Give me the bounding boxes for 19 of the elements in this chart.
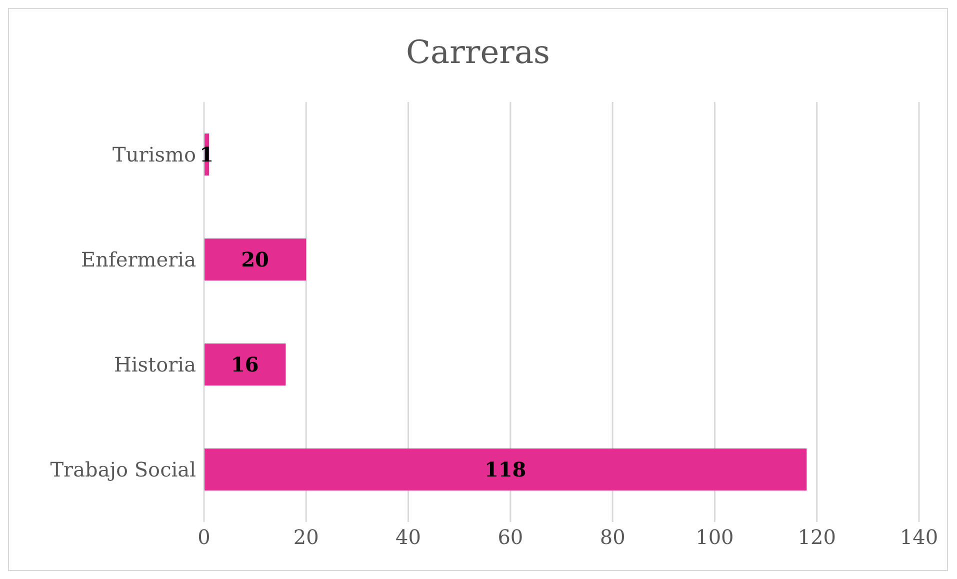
data-label: 16 bbox=[230, 352, 259, 377]
data-label: 20 bbox=[241, 248, 269, 272]
data-label: 118 bbox=[484, 458, 526, 482]
bar bbox=[204, 448, 807, 490]
y-tick-label: Turismo bbox=[112, 142, 196, 167]
x-tick-label: 100 bbox=[696, 525, 734, 550]
x-tick-label: 20 bbox=[293, 525, 319, 550]
bar bbox=[204, 238, 306, 280]
x-tick-label: 80 bbox=[600, 525, 626, 550]
y-tick-label: Trabajo Social bbox=[50, 458, 196, 482]
x-tick-label: 40 bbox=[396, 525, 422, 550]
y-tick-label: Historia bbox=[114, 352, 196, 377]
y-tick-label: Enfermeria bbox=[81, 248, 196, 272]
chart-title: Carreras bbox=[405, 33, 551, 71]
x-tick-label: 120 bbox=[798, 525, 836, 550]
x-tick-label: 0 bbox=[198, 525, 210, 550]
bar bbox=[204, 344, 286, 386]
x-tick-label: 60 bbox=[498, 525, 524, 550]
x-tick-label: 140 bbox=[900, 525, 938, 550]
